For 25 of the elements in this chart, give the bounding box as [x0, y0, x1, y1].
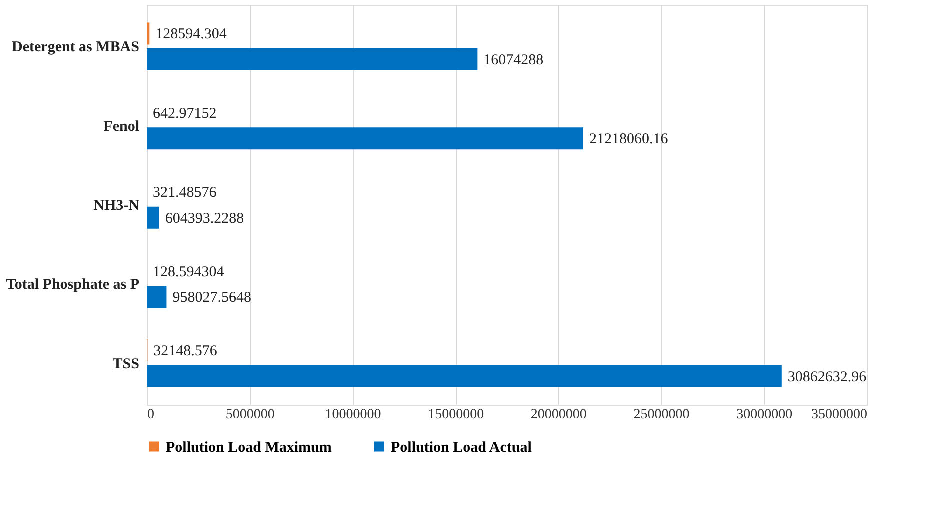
data-label: 21218060.16 [589, 132, 669, 148]
legend-label: Pollution Load Actual [391, 440, 532, 456]
y-tick-label: Detergent as MBAS [12, 40, 140, 56]
data-label: 642.97152 [153, 106, 217, 122]
x-tick-label: 25000000 [634, 408, 690, 422]
y-tick-label: Total Phosphate as P [6, 277, 140, 294]
x-tick-label: 20000000 [530, 408, 587, 422]
y-tick-label: TSS [112, 356, 140, 372]
data-label: 30862632.96 [788, 369, 868, 386]
data-label: 128.594304 [153, 264, 225, 280]
x-tick-label: 0 [148, 408, 154, 422]
y-tick-label: NH3-N [94, 198, 140, 214]
x-tick-label: 5000000 [226, 408, 275, 422]
y-tick-label: Fenol [104, 118, 140, 135]
x-tick-label: 10000000 [325, 408, 382, 422]
x-tick-label: 15000000 [428, 408, 484, 422]
x-tick-label: 30000000 [736, 408, 793, 422]
data-label: 321.48576 [153, 185, 218, 202]
x-tick-label: 35000000 [812, 408, 868, 422]
data-label: 16074288 [484, 52, 544, 68]
data-label: 32148.576 [154, 344, 218, 360]
data-label: 958027.5648 [172, 290, 252, 306]
data-label: 128594.304 [156, 26, 228, 43]
legend-label: Pollution Load Maximum [166, 440, 332, 456]
data-label: 604393.2288 [165, 210, 244, 227]
